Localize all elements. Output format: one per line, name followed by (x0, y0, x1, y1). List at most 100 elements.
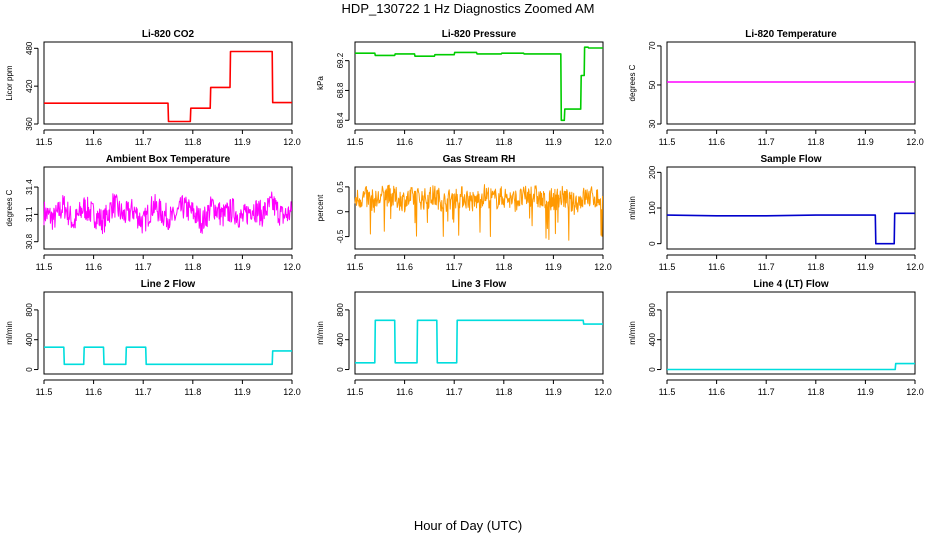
x-tick-label: 11.7 (446, 387, 463, 397)
plot-frame (666, 291, 916, 375)
x-tick-label: 11.9 (857, 387, 874, 397)
y-tick-label: 0.5 (336, 181, 345, 193)
x-tick-label: 11.7 (135, 262, 152, 272)
y-axis-label: ml/min (628, 196, 637, 220)
panel-5: Gas Stream RH 11.5 11.6 11.7 11.8 11.9 12.0 -0.… (316, 154, 612, 272)
y-tick-label: 0 (648, 241, 657, 246)
y-tick-label: 100 (648, 201, 657, 215)
y-tick-label: 69.2 (336, 52, 345, 68)
y-axis-label: degrees C (628, 64, 637, 101)
series-line (355, 319, 603, 364)
x-tick-label: 12.0 (906, 137, 924, 147)
x-tick-label: 11.8 (807, 137, 824, 147)
y-tick-label: 50 (648, 80, 657, 89)
series-line (44, 346, 292, 366)
y-tick-label: 360 (25, 117, 34, 131)
y-tick-label: 68.4 (336, 112, 345, 128)
x-tick-label: 12.0 (906, 387, 924, 397)
x-tick-label: 11.6 (396, 387, 413, 397)
x-tick-label: 11.9 (234, 387, 251, 397)
y-axis-label: degrees C (5, 189, 14, 226)
x-tick-label: 11.5 (36, 262, 53, 272)
y-tick-label: 400 (336, 332, 345, 346)
x-tick-label: 11.9 (857, 137, 874, 147)
plot-frame (354, 166, 604, 250)
y-tick-label: 30.8 (25, 233, 34, 249)
x-tick-label: 11.7 (135, 137, 152, 147)
x-tick-label: 11.7 (446, 137, 463, 147)
panel-title: Line 2 Flow (141, 279, 196, 290)
panel-9: Line 4 (LT) Flow 11.5 11.6 11.7 11.8 11.9 12.0… (628, 279, 924, 397)
y-tick-label: 800 (336, 303, 345, 317)
y-axis-label: kPa (316, 76, 325, 90)
x-tick-label: 12.0 (283, 387, 301, 397)
y-tick-label: 0 (336, 209, 345, 214)
y-tick-label: 0 (25, 367, 34, 372)
y-tick-label: 800 (25, 303, 34, 317)
y-tick-label: -0.5 (336, 229, 345, 243)
panel-title: Li-820 Temperature (745, 29, 837, 40)
x-tick-label: 11.5 (347, 262, 364, 272)
panel-8: Line 3 Flow 11.5 11.6 11.7 11.8 11.9 12.0 0 400 8… (316, 279, 612, 397)
x-tick-label: 11.6 (708, 387, 725, 397)
x-tick-label: 11.5 (347, 137, 364, 147)
x-tick-label: 11.7 (758, 262, 775, 272)
series-line (355, 46, 603, 122)
x-tick-label: 12.0 (283, 262, 301, 272)
plot-frame (666, 166, 916, 250)
plot-frame (43, 291, 293, 375)
panel-1: Li-820 CO2 11.5 11.6 11.7 11.8 11.9 12.0 360 420… (5, 29, 301, 147)
y-tick-label: 420 (25, 79, 34, 93)
y-axis-label: percent (316, 194, 325, 221)
panel-title: Li-820 CO2 (142, 29, 195, 40)
panel-7: Line 2 Flow 11.5 11.6 11.7 11.8 11.9 12.0 0 400 8… (5, 279, 301, 397)
x-tick-label: 11.5 (659, 387, 676, 397)
panel-4: Ambient Box Temperature 11.5 11.6 11.7 11.8 1… (5, 154, 301, 272)
plot-frame (354, 41, 604, 125)
x-tick-label: 11.6 (85, 137, 102, 147)
x-axis-title: Hour of Day (UTC) (413, 518, 523, 533)
x-tick-label: 12.0 (594, 262, 612, 272)
series-line (667, 362, 915, 371)
series-line (44, 50, 292, 123)
x-tick-label: 11.8 (807, 262, 824, 272)
x-tick-label: 11.8 (184, 387, 201, 397)
series-line (666, 212, 915, 245)
x-tick-label: 11.9 (234, 137, 251, 147)
x-tick-label: 11.5 (347, 387, 364, 397)
panel-title: Sample Flow (760, 154, 821, 165)
y-tick-label: 0 (648, 367, 657, 372)
x-tick-label: 11.9 (545, 137, 562, 147)
x-tick-label: 11.5 (36, 137, 53, 147)
x-tick-label: 11.6 (396, 262, 413, 272)
x-tick-label: 11.7 (446, 262, 463, 272)
x-tick-label: 11.9 (234, 262, 251, 272)
x-tick-label: 11.6 (708, 137, 725, 147)
x-tick-label: 11.9 (545, 262, 562, 272)
x-tick-label: 11.5 (36, 387, 53, 397)
y-tick-label: 200 (648, 165, 657, 179)
y-axis-label: ml/min (5, 321, 14, 345)
y-tick-label: 30 (648, 119, 657, 128)
y-tick-label: 0 (336, 367, 345, 372)
x-tick-label: 11.6 (85, 387, 102, 397)
x-tick-label: 11.8 (184, 262, 201, 272)
x-tick-label: 11.8 (495, 387, 512, 397)
x-tick-label: 11.5 (659, 137, 676, 147)
x-tick-label: 12.0 (594, 137, 612, 147)
x-tick-label: 11.6 (85, 262, 102, 272)
panel-title: Li-820 Pressure (442, 29, 517, 40)
panel-title: Gas Stream RH (443, 154, 516, 165)
series-line (43, 191, 292, 235)
x-tick-label: 11.8 (495, 262, 512, 272)
x-tick-label: 11.8 (807, 387, 824, 397)
y-tick-label: 400 (648, 332, 657, 346)
y-tick-label: 68.8 (336, 82, 345, 98)
panel-2: Li-820 Pressure 11.5 11.6 11.7 11.8 11.9 12.0 6… (316, 29, 612, 147)
x-tick-label: 11.9 (545, 387, 562, 397)
plot-frame (43, 41, 293, 125)
y-tick-label: 31.1 (25, 206, 34, 222)
x-tick-label: 11.9 (857, 262, 874, 272)
x-tick-label: 12.0 (594, 387, 612, 397)
